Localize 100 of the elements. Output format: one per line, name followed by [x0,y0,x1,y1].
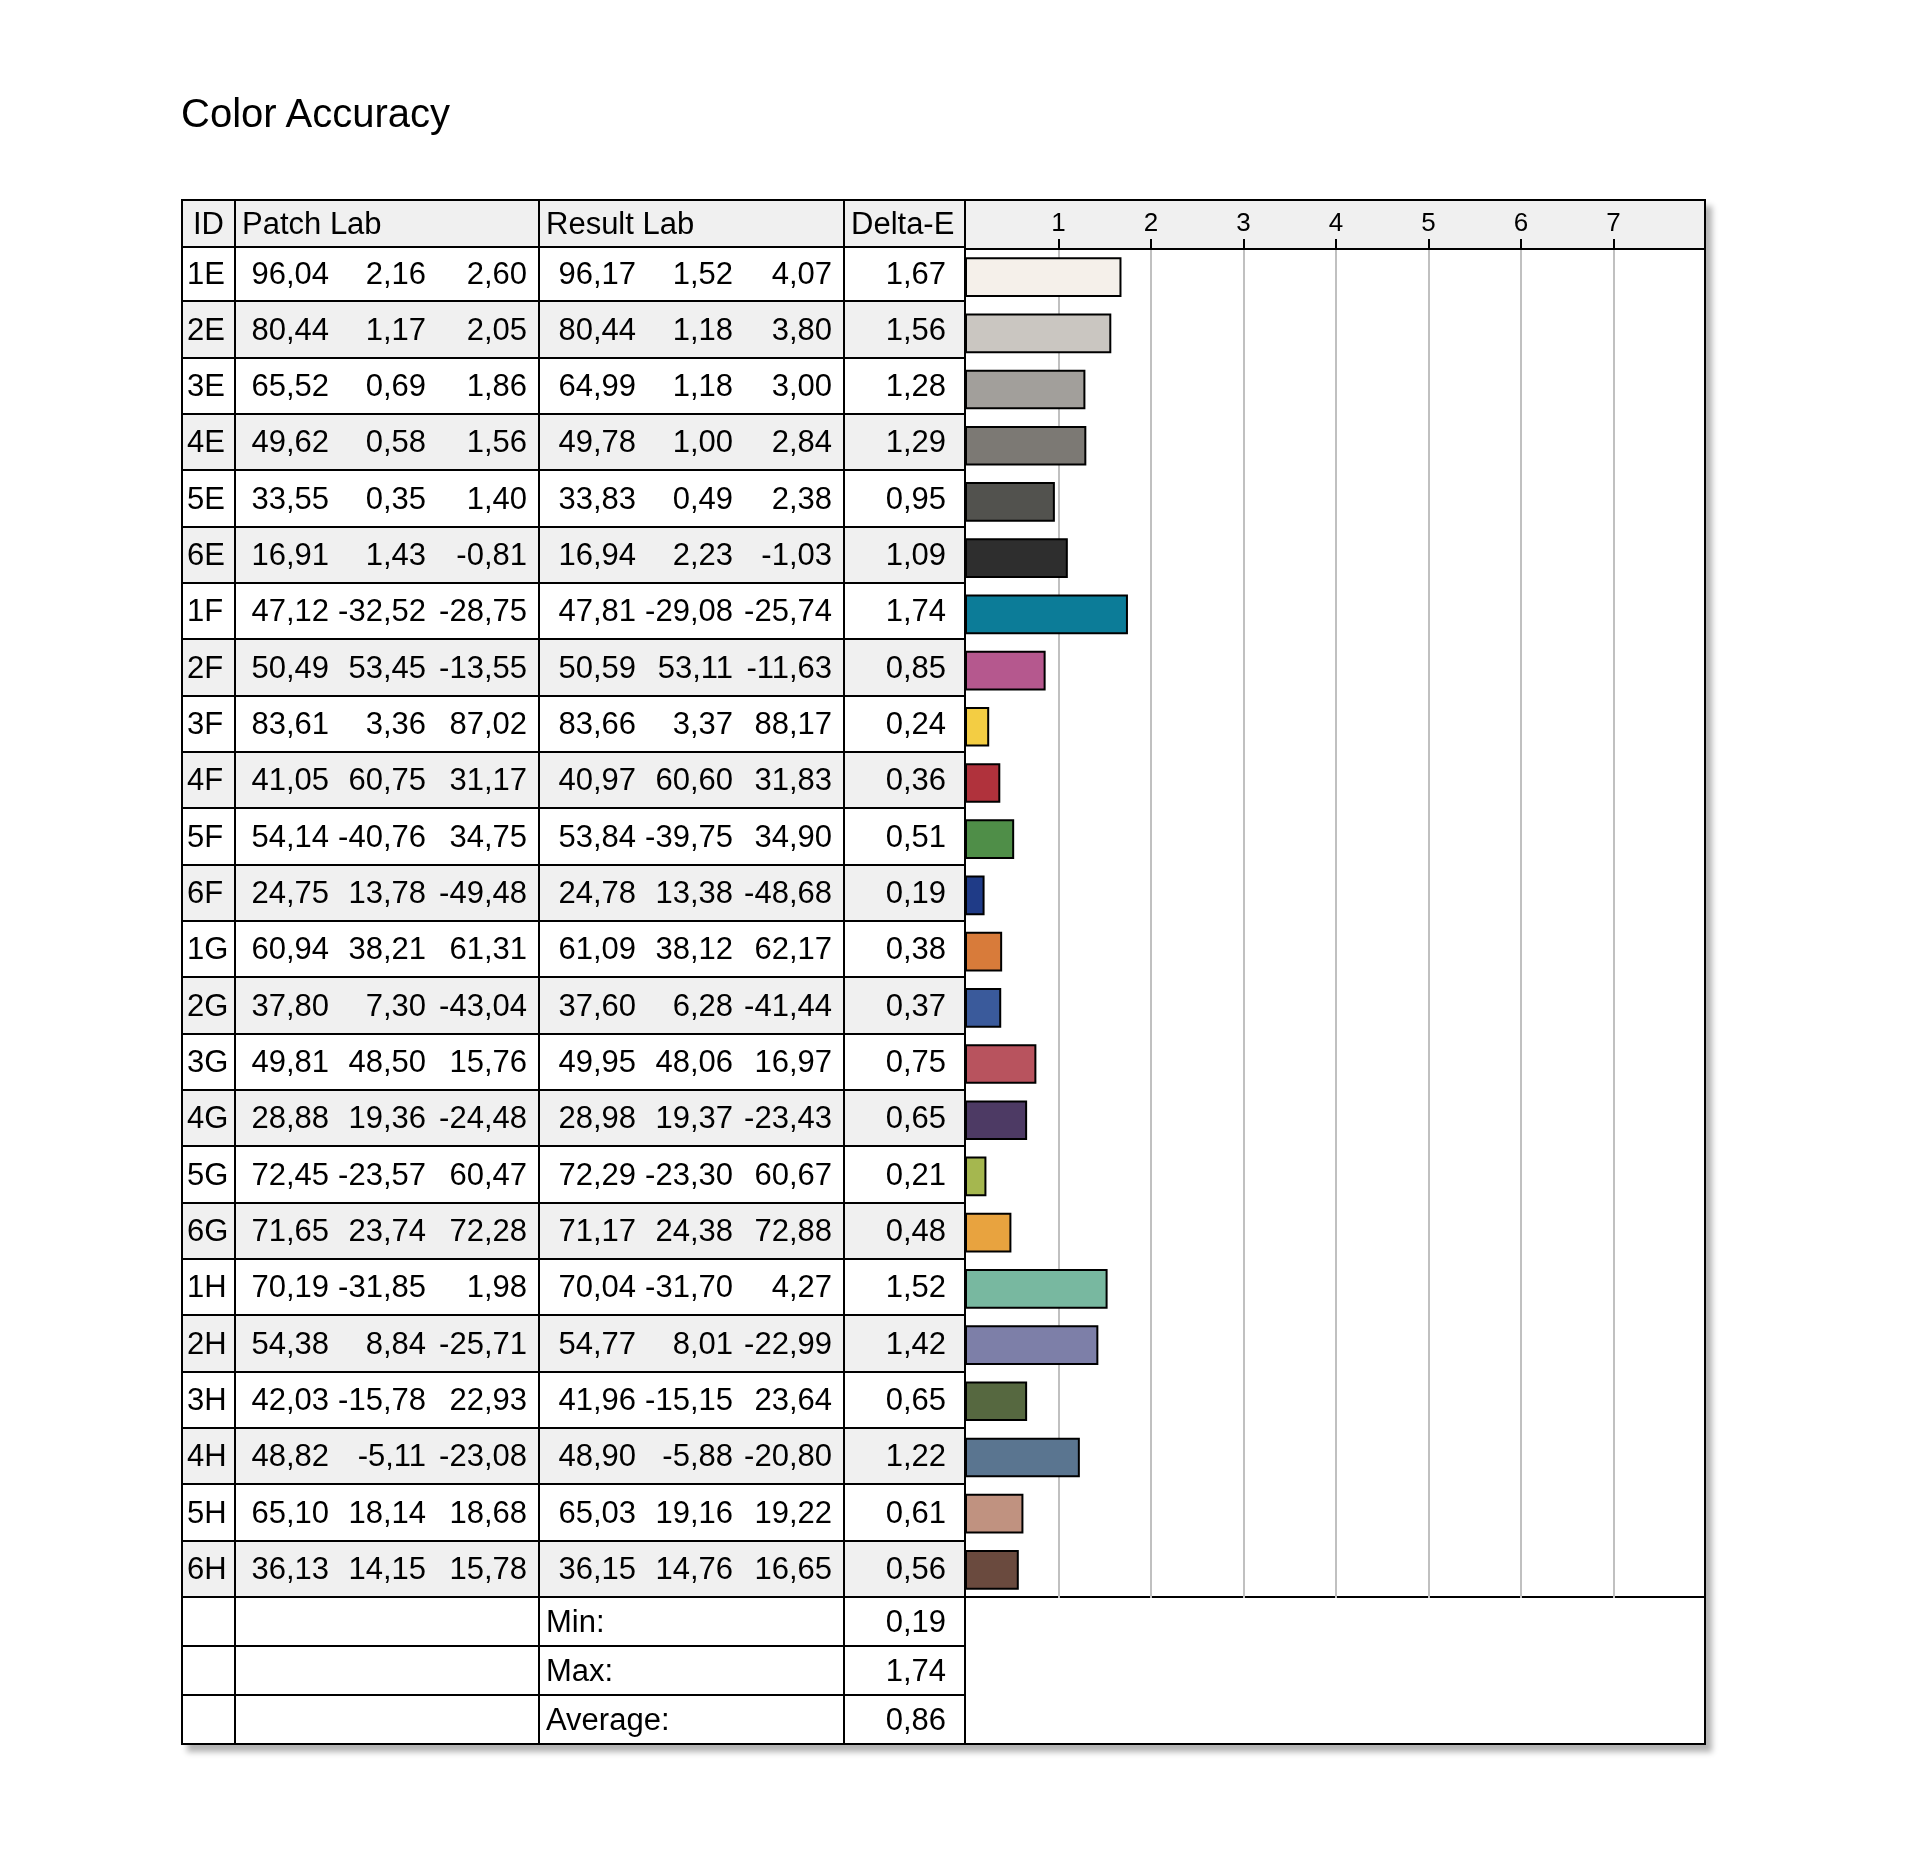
text: 62,17 [754,931,832,967]
text: 8,84 [365,1325,426,1362]
text: 14,15 [348,1551,426,1587]
text: 1,43 [365,537,426,573]
text: 40,97 [558,762,636,798]
text: 38,12 [655,931,733,967]
text: 2,84 [771,424,832,460]
y-tick-label: 3E [187,368,225,404]
text: 16,97 [754,1044,832,1080]
text: 1,52 [672,256,733,292]
text: 4,27 [771,1269,832,1305]
y-tick-label: 3F [187,706,224,742]
text: 2,05 [466,311,527,348]
text: 3,80 [771,311,832,348]
text: -39,75 [645,818,733,855]
y-tick-label: 5E [187,480,225,517]
text: -25,71 [439,1325,527,1362]
text: -5,11 [357,1438,426,1474]
text: 96,04 [251,256,329,292]
text: 50,49 [251,649,329,686]
x2-tick-label: 1 [1051,207,1066,237]
data-label: 0,38 [885,931,946,967]
text: 49,81 [251,1044,329,1080]
text: Result Lab [546,205,695,242]
text: -25,74 [744,593,832,629]
text: 16,65 [754,1551,832,1587]
text: 34,75 [449,818,527,855]
text: 71,65 [251,1213,329,1249]
text: 53,11 [657,649,733,686]
text: 1,56 [466,424,527,460]
y-tick-label: 2H [187,1325,227,1362]
text: 19,36 [348,1100,426,1136]
text: 18,68 [449,1494,527,1531]
text: 18,14 [348,1494,426,1531]
y-tick-label: 6F [187,875,224,911]
text: -31,85 [338,1269,426,1305]
data-label: 1,56 [885,311,946,348]
text: Color Accuracy [181,91,450,135]
text: 16,94 [558,537,636,573]
y-tick-label: 6G [187,1213,229,1249]
text: 6,28 [672,987,733,1024]
data-label: 1,42 [885,1325,946,1362]
data-label: 0,48 [885,1213,946,1249]
text: 47,12 [251,593,329,629]
text: 19,16 [655,1494,733,1531]
text: 80,44 [558,311,636,348]
x2-tick-label: 4 [1328,207,1344,237]
text: 87,02 [449,706,527,742]
text: -32,52 [338,593,426,629]
text: 24,78 [558,875,636,911]
text: 2,38 [771,480,832,517]
text: 1,18 [672,311,733,348]
text: 71,17 [558,1213,636,1249]
text: ID [193,205,224,242]
text: 13,38 [655,875,733,911]
text: -43,04 [439,987,527,1024]
text: 33,55 [251,480,329,517]
text: 65,03 [558,1494,636,1531]
text: 53,84 [558,818,636,855]
text: 49,78 [558,424,636,460]
text: 54,14 [251,818,329,855]
text: 37,60 [558,987,636,1024]
y-tick-label: 4G [187,1100,229,1136]
y-tick-label: 3G [187,1044,229,1080]
text: 23,64 [754,1382,832,1418]
text: -13,55 [439,649,527,686]
y-tick-label: 2G [187,987,229,1024]
text: 19,37 [655,1100,733,1136]
x2-tick-label: 2 [1143,207,1159,237]
data-label: 1,22 [885,1438,946,1474]
data-label: 0,19 [885,875,946,911]
text: 14,76 [655,1551,733,1587]
text: 70,19 [251,1269,329,1305]
text: 0,69 [365,368,426,404]
text: 60,75 [348,762,426,798]
y-tick-label: 3H [187,1382,227,1418]
text: 13,78 [348,875,426,911]
text: 19,22 [754,1494,832,1531]
text: 83,61 [251,706,329,742]
text: 48,50 [348,1044,426,1080]
text: 60,47 [449,1156,527,1193]
text: 48,90 [558,1438,636,1474]
text: 1,17 [365,311,426,348]
text: 64,99 [558,368,636,404]
text: 1,40 [466,480,527,517]
text: 38,21 [348,931,426,967]
text: 88,17 [754,706,832,742]
text: 24,38 [655,1213,733,1249]
text: 72,29 [558,1156,636,1193]
text: 0,19 [885,1603,946,1640]
x2-tick-label: 3 [1236,207,1251,237]
text: 34,90 [754,818,832,855]
text: 1,18 [672,368,733,404]
text: -40,76 [338,818,426,855]
text: Average: [546,1701,670,1738]
text: -31,70 [645,1269,733,1305]
data-label: 0,61 [885,1494,946,1531]
text: 65,10 [251,1494,329,1531]
data-label: 0,85 [885,649,946,686]
data-label: 0,24 [885,706,946,742]
